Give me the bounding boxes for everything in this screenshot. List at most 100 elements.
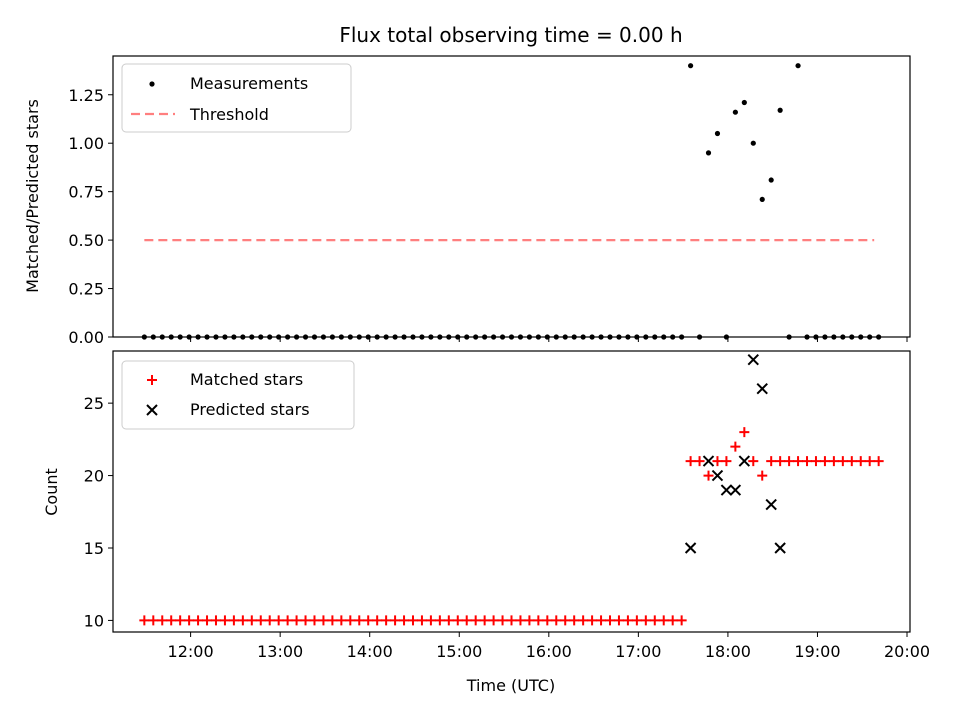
data-point <box>479 615 490 626</box>
data-point <box>443 615 454 626</box>
data-point <box>649 615 660 626</box>
bottom-panel: 12:00 13:00 14:00 15:00 16:00 17:00 18:00 19:00… <box>42 350 930 695</box>
x-tick-label: 14:00 <box>347 642 393 661</box>
bottom-legend: Matched stars Predicted stars <box>121 360 355 430</box>
data-point <box>506 615 517 626</box>
x-tick-label: 15:00 <box>436 642 482 661</box>
data-point <box>390 615 401 626</box>
data-point <box>193 615 204 626</box>
x-tick-label: 19:00 <box>794 642 840 661</box>
data-point <box>688 63 694 69</box>
data-point <box>714 130 721 137</box>
data-point <box>705 150 712 156</box>
data-point <box>551 615 562 626</box>
data-point <box>711 469 724 482</box>
data-point <box>488 615 499 626</box>
data-point <box>425 615 436 626</box>
data-point <box>837 456 848 467</box>
data-point <box>759 196 765 203</box>
data-point <box>640 615 651 626</box>
legend-label-matched-stars: Matched stars <box>190 370 303 389</box>
y-tick-label: 25 <box>84 394 104 413</box>
y-tick-label: 20 <box>84 467 104 486</box>
legend-plus <box>147 375 157 385</box>
data-point <box>416 615 427 626</box>
data-point <box>291 615 302 626</box>
data-point <box>658 615 669 626</box>
data-point <box>747 353 759 366</box>
data-point <box>828 456 839 467</box>
top-axes-frame <box>112 55 911 338</box>
data-point <box>810 456 821 467</box>
data-point <box>768 177 774 183</box>
data-point <box>676 615 687 626</box>
bottom-data-layer <box>139 353 884 626</box>
data-point <box>345 615 356 626</box>
chart-title: Flux total observing time = 0.00 h <box>339 23 682 47</box>
data-point <box>273 615 284 626</box>
data-point <box>228 615 239 626</box>
data-point <box>407 615 418 626</box>
data-point <box>721 456 732 467</box>
top-data-layer <box>141 63 882 340</box>
x-tick-label: 13:00 <box>257 642 303 661</box>
data-point <box>452 615 463 626</box>
x-tick-label: 20:00 <box>884 642 930 661</box>
legend-label-predicted-stars: Predicted stars <box>190 400 310 419</box>
data-point <box>175 615 186 626</box>
data-point <box>864 456 875 467</box>
x-tick-label: 17:00 <box>615 642 661 661</box>
x-tick-label: 12:00 <box>168 642 214 661</box>
data-point <box>757 470 768 481</box>
data-point <box>461 615 472 626</box>
bottom-y-ticks: 10 15 20 25 <box>84 394 113 630</box>
data-point <box>784 456 795 467</box>
data-point <box>712 456 723 467</box>
data-point <box>255 615 266 626</box>
data-point <box>560 615 571 626</box>
data-point <box>184 615 195 626</box>
data-point <box>766 456 777 467</box>
data-point <box>578 615 589 626</box>
data-point <box>399 615 410 626</box>
top-legend-box <box>121 63 352 133</box>
data-point <box>720 484 733 496</box>
data-point <box>631 615 642 626</box>
data-point <box>846 456 857 467</box>
top-y-ticks: 0.00 0.25 0.50 0.75 1.00 1.25 <box>68 86 113 347</box>
legend-marker-matched-stars <box>147 375 157 385</box>
data-point <box>139 615 150 626</box>
data-point <box>327 615 338 626</box>
data-point <box>738 455 751 467</box>
y-tick-label: 10 <box>84 611 104 630</box>
data-point <box>802 456 813 467</box>
data-point <box>774 542 786 554</box>
data-point <box>354 615 365 626</box>
y-tick-label: 0.50 <box>68 231 104 250</box>
data-point <box>309 615 320 626</box>
data-point <box>694 456 705 467</box>
data-point <box>157 615 168 626</box>
data-point <box>542 615 553 626</box>
data-point <box>777 107 783 113</box>
data-point <box>210 615 221 626</box>
data-point <box>515 615 526 626</box>
top-legend: Measurements Threshold <box>121 63 352 133</box>
data-point <box>684 542 697 554</box>
data-point <box>741 99 747 106</box>
data-point <box>729 484 742 496</box>
data-point <box>533 615 544 626</box>
data-point <box>732 109 738 115</box>
data-point <box>246 615 257 626</box>
data-point <box>795 63 801 69</box>
y-tick-label: 1.00 <box>68 134 104 153</box>
y-tick-label: 1.25 <box>68 86 104 105</box>
legend-marker-measurements <box>149 81 155 87</box>
data-point <box>596 615 607 626</box>
bottom-y-axis-label: Count <box>42 468 61 516</box>
data-point <box>622 615 633 626</box>
data-point <box>855 456 866 467</box>
legend-x <box>146 404 158 416</box>
data-point <box>569 615 580 626</box>
